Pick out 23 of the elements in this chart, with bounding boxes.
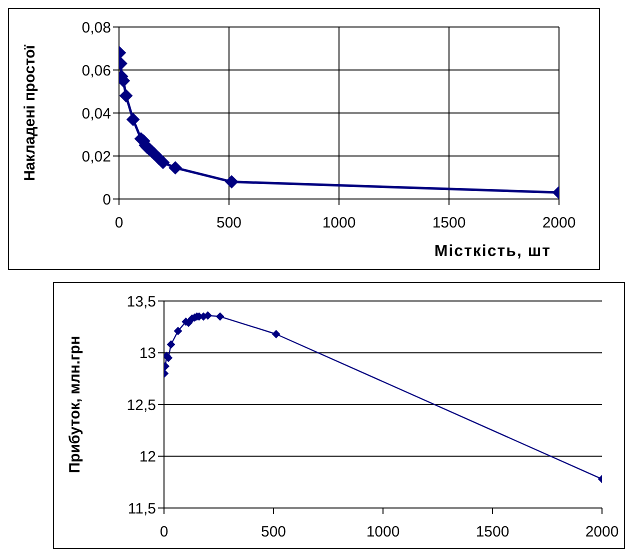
y-tick-label: 0,04 [82, 105, 111, 122]
y-tick-label: 13 [139, 345, 156, 362]
x-tick-label: 500 [260, 524, 286, 541]
y-tick-label: 0,08 [82, 19, 111, 36]
y-axis-title: Прибуток, млн.грн [66, 336, 84, 474]
y-tick-label: 12 [139, 448, 156, 466]
y-tick-label: 11,5 [128, 500, 156, 518]
x-tick-label: 2000 [542, 214, 576, 232]
x-tick-label: 1500 [476, 524, 510, 541]
y-tick-label: 12,5 [126, 396, 156, 414]
y-tick-label: 13,5 [126, 293, 156, 310]
x-tick-label: 500 [216, 214, 242, 232]
y-tick-label: 0,06 [82, 62, 111, 80]
x-axis-title: Місткість, шт [434, 243, 551, 260]
x-tick-label: 1000 [366, 524, 400, 541]
x-tick-label: 0 [160, 524, 168, 541]
x-tick-label: 1000 [322, 214, 356, 232]
x-tick-label: 2000 [585, 524, 619, 541]
x-tick-label: 1500 [432, 214, 466, 232]
y-axis-title: Накладені простої [21, 44, 38, 182]
y-tick-label: 0,02 [82, 148, 111, 166]
x-tick-label: 0 [114, 214, 124, 232]
y-tick-label: 0 [102, 191, 111, 208]
